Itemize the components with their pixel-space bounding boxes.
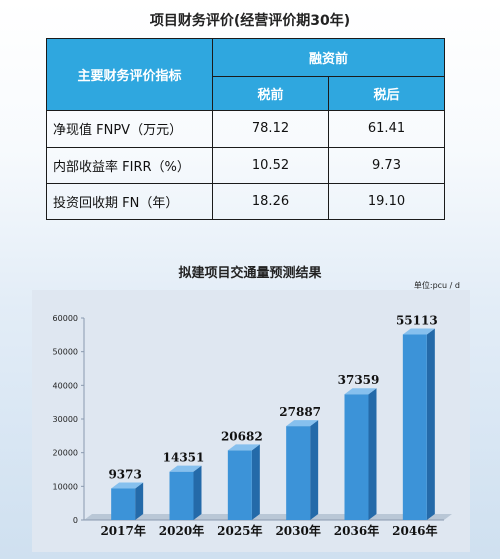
financial-evaluation-table: 主要财务评价指标 融资前 税前 税后 净现值 FNPV（万元） 78.12 61…: [46, 37, 446, 221]
bar-top: [286, 420, 319, 427]
header-aftertax: 税后: [327, 76, 446, 112]
table-row: 净现值 FNPV（万元） 78.12 61.41: [46, 110, 446, 148]
x-tick-label: 2036年: [334, 523, 379, 538]
bar-top: [111, 482, 144, 489]
y-tick-label: 10000: [53, 482, 78, 491]
cell-aftertax: 19.10: [327, 182, 446, 221]
chart-unit-label: 单位:pcu / d: [413, 281, 460, 290]
row-label: 内部收益率 FIRR（%）: [46, 146, 213, 184]
bar-top: [402, 328, 435, 335]
bar-side: [426, 328, 435, 520]
table-title: 项目财务评价(经营评价期30年): [149, 13, 351, 29]
bar: [111, 488, 136, 520]
data-label: 37359: [338, 373, 380, 387]
table-row: 内部收益率 FIRR（%） 10.52 9.73: [46, 146, 446, 184]
data-label: 55113: [396, 313, 438, 327]
y-tick-label: 0: [73, 516, 78, 525]
bar: [402, 334, 427, 520]
chart-title: 拟建项目交通量预测结果: [178, 266, 322, 281]
y-tick-label: 60000: [53, 314, 78, 323]
header-group: 融资前: [211, 37, 446, 78]
data-label: 14351: [163, 451, 205, 465]
cell-pretax: 78.12: [212, 110, 329, 148]
x-tick-label: 2030年: [275, 523, 320, 538]
y-tick-label: 50000: [53, 348, 78, 357]
table-row: 投资回收期 FN（年） 18.26 19.10: [46, 182, 446, 221]
cell-aftertax: 9.73: [327, 146, 446, 184]
x-tick-label: 2025年: [217, 523, 262, 538]
data-label: 20682: [221, 429, 263, 443]
bar-top: [227, 444, 260, 451]
bar-side: [135, 482, 144, 520]
x-tick-label: 2017年: [100, 523, 145, 538]
row-label: 投资回收期 FN（年）: [46, 182, 213, 221]
bar: [169, 471, 194, 520]
bar-side: [310, 420, 319, 520]
y-tick-label: 40000: [53, 381, 78, 390]
header-pretax: 税前: [212, 76, 329, 112]
bar-side: [193, 465, 202, 520]
bar: [286, 426, 311, 520]
bar-side: [251, 444, 260, 520]
cell-aftertax: 61.41: [327, 110, 446, 148]
y-tick-label: 20000: [53, 449, 78, 458]
bar: [344, 394, 369, 520]
bar-side: [368, 388, 377, 520]
bar: [227, 450, 252, 520]
cell-pretax: 18.26: [212, 182, 329, 221]
bar-top: [169, 465, 202, 472]
cell-pretax: 10.52: [212, 146, 329, 184]
x-tick-label: 2046年: [392, 523, 437, 538]
bar-top: [344, 388, 377, 395]
data-label: 27887: [279, 405, 321, 419]
y-tick-label: 30000: [53, 415, 78, 424]
row-label: 净现值 FNPV（万元）: [46, 110, 213, 148]
x-tick-label: 2020年: [159, 523, 204, 538]
data-label: 9373: [108, 467, 141, 481]
